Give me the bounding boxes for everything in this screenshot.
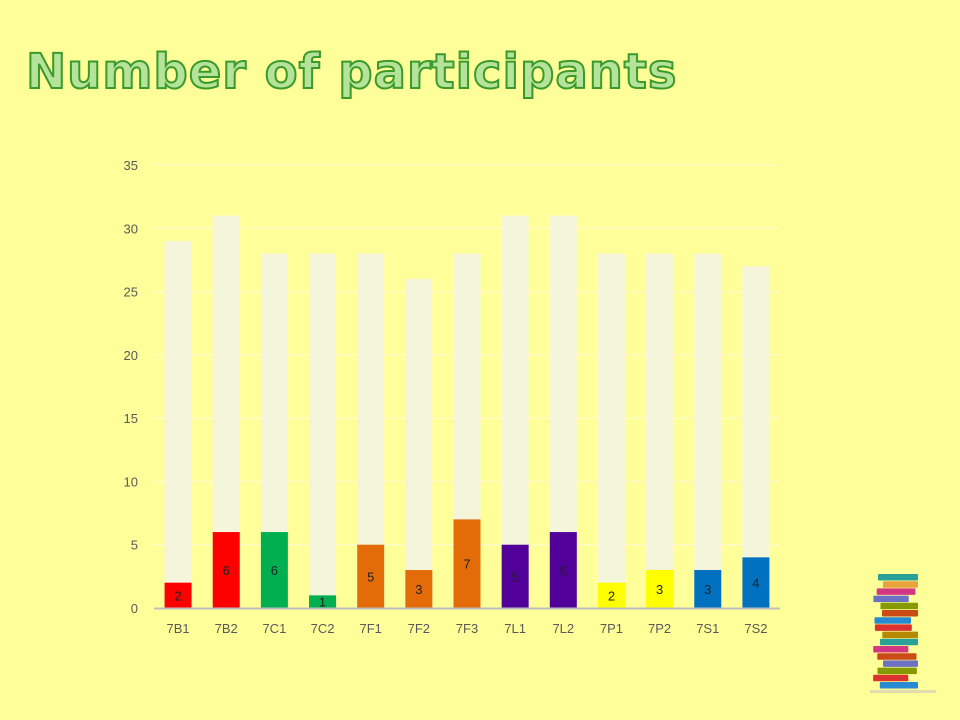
bar-participants <box>357 544 385 608</box>
x-tick-label: 7L1 <box>504 621 526 636</box>
books-stack-icon <box>870 574 936 693</box>
x-tick-label: 7P1 <box>600 621 623 636</box>
bar-class-size <box>309 253 337 608</box>
y-tick-label: 5 <box>131 538 138 553</box>
data-label: 3 <box>656 582 663 597</box>
y-tick-label: 25 <box>124 285 138 300</box>
bar-participants <box>260 532 288 608</box>
bar-participants <box>597 582 625 608</box>
bar-participants <box>742 557 770 608</box>
y-tick-label: 20 <box>124 348 138 363</box>
x-tick-label: 7F3 <box>456 621 478 636</box>
data-label: 6 <box>271 563 278 578</box>
data-label: 7 <box>463 557 470 572</box>
x-tick-label: 7F2 <box>408 621 430 636</box>
bar-class-size <box>742 266 770 608</box>
x-tick-label: 7B1 <box>167 621 190 636</box>
bar-participants <box>309 595 337 608</box>
y-tick-label: 15 <box>124 411 138 426</box>
bar-class-size <box>164 240 192 608</box>
bar-participants <box>212 532 240 608</box>
bar-participants <box>453 519 481 608</box>
bar-class-size <box>646 253 674 608</box>
bar-class-size <box>694 253 722 608</box>
data-label: 5 <box>512 569 519 584</box>
data-label: 2 <box>608 588 615 603</box>
x-tick-label: 7C2 <box>311 621 335 636</box>
data-label: 3 <box>704 582 711 597</box>
bar-participants <box>501 544 529 608</box>
y-tick-label: 30 <box>124 221 138 236</box>
data-label: 6 <box>223 563 230 578</box>
data-label: 5 <box>367 569 374 584</box>
bar-participants <box>164 582 192 608</box>
x-tick-label: 7P2 <box>648 621 671 636</box>
bar-class-size <box>597 253 625 608</box>
y-tick-label: 10 <box>124 474 138 489</box>
data-label: 2 <box>174 588 181 603</box>
data-label: 6 <box>560 563 567 578</box>
x-tick-label: 7S1 <box>696 621 719 636</box>
bar-participants <box>549 532 577 608</box>
bar-participants <box>646 570 674 608</box>
data-label: 1 <box>319 595 326 610</box>
bar-participants <box>694 570 722 608</box>
bar-class-size <box>501 215 529 608</box>
bar-participants <box>405 570 433 608</box>
data-label: 3 <box>415 582 422 597</box>
y-tick-label: 35 <box>124 158 138 173</box>
x-tick-label: 7L2 <box>552 621 574 636</box>
x-tick-label: 7B2 <box>215 621 238 636</box>
y-tick-label: 0 <box>131 601 138 616</box>
bar-class-size <box>405 278 433 608</box>
chart-title: Number of participants <box>25 43 678 101</box>
data-label: 4 <box>752 576 759 591</box>
x-tick-label: 7C1 <box>262 621 286 636</box>
x-tick-label: 7S2 <box>744 621 767 636</box>
x-tick-label: 7F1 <box>359 621 381 636</box>
